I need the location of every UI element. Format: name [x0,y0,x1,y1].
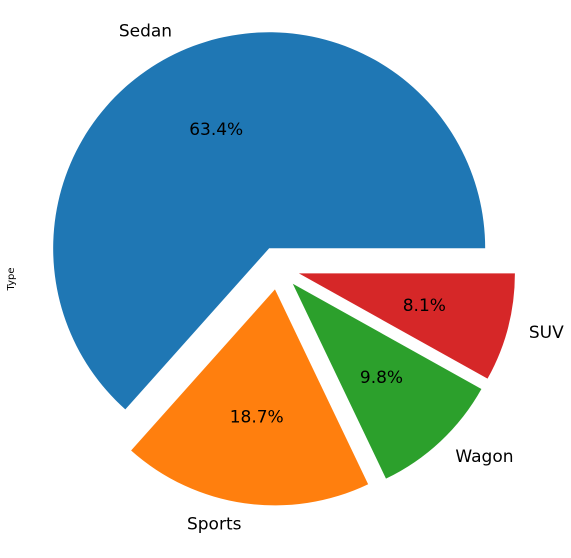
pct-label-suv: 8.1% [403,296,446,316]
pie-slice-sports [131,289,369,506]
slice-label-wagon: Wagon [455,447,513,467]
slice-label-sports: Sports [187,515,242,535]
pie-slice-wagon [292,283,482,479]
pie-labels: Sedan 63.4% Sports 18.7% Wagon 9.8% SUV 8.1% [119,21,564,534]
pct-label-wagon: 9.8% [360,368,403,388]
pct-label-sedan: 63.4% [189,120,243,140]
pie-slices [53,32,515,506]
pie-slice-suv [298,273,515,379]
y-axis-label: Type [6,268,17,292]
pct-label-sports: 18.7% [230,408,284,428]
slice-label-sedan: Sedan [119,21,172,41]
pie-slice-sedan [53,32,486,410]
slice-label-suv: SUV [529,323,564,343]
